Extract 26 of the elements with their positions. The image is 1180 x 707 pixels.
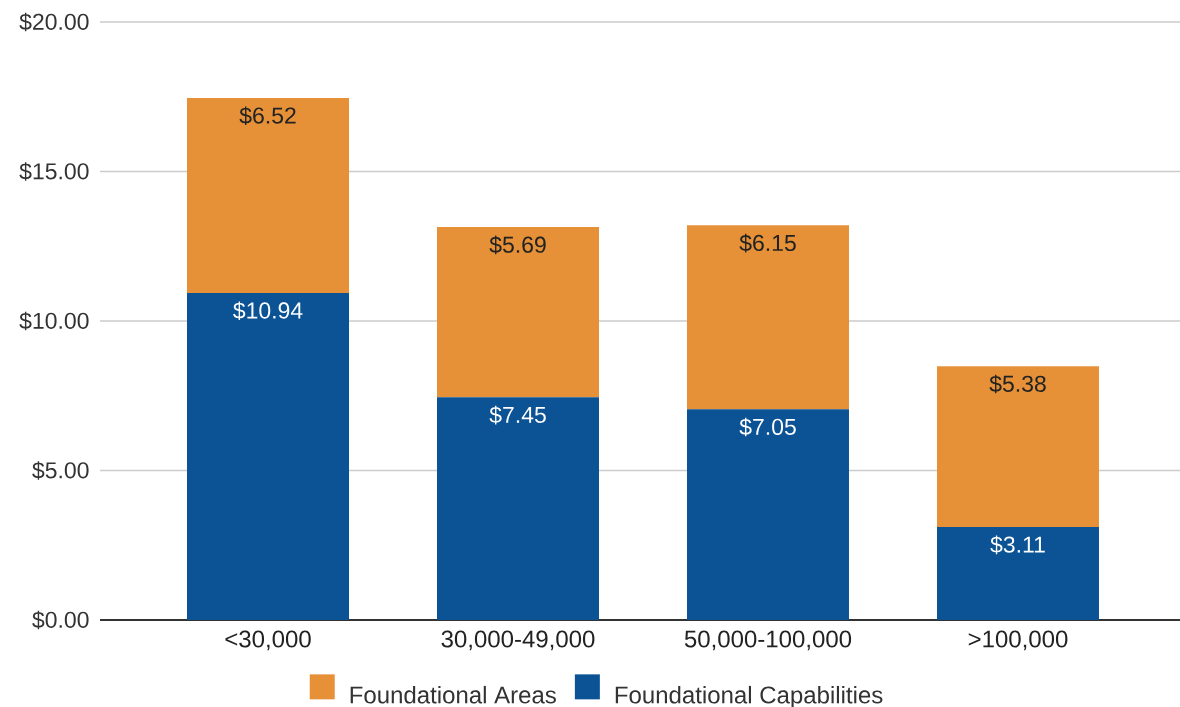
bar [936,366,1099,528]
y-tick-label: $20.00 [19,12,89,32]
data-label: $6.52 [239,106,296,126]
bar [686,225,849,410]
x-tick-label: <30,000 [225,630,311,651]
bar [686,409,849,620]
data-label: $6.15 [739,233,796,253]
bar [437,397,599,620]
legend-label: Foundational Areas [350,685,556,704]
y-tick-label: $5.00 [32,461,89,480]
bar [187,292,349,620]
data-label: $5.69 [489,235,546,255]
x-tick-label: >100,000 [968,630,1068,651]
y-tick-label: $0.00 [32,610,89,630]
data-label: $3.11 [990,535,1045,555]
bar [437,227,599,398]
data-label: $7.45 [489,405,546,425]
data-label: $5.38 [989,374,1046,394]
bar [187,97,349,293]
y-tick-label: $15.00 [19,162,89,181]
data-label: $7.05 [739,417,796,437]
bar [936,527,1099,620]
y-tick-label: $10.00 [19,311,89,331]
x-tick-label: 50,000-100,000 [684,630,852,651]
data-label: $10.94 [233,301,303,321]
x-tick-label: 30,000-49,000 [441,630,595,651]
